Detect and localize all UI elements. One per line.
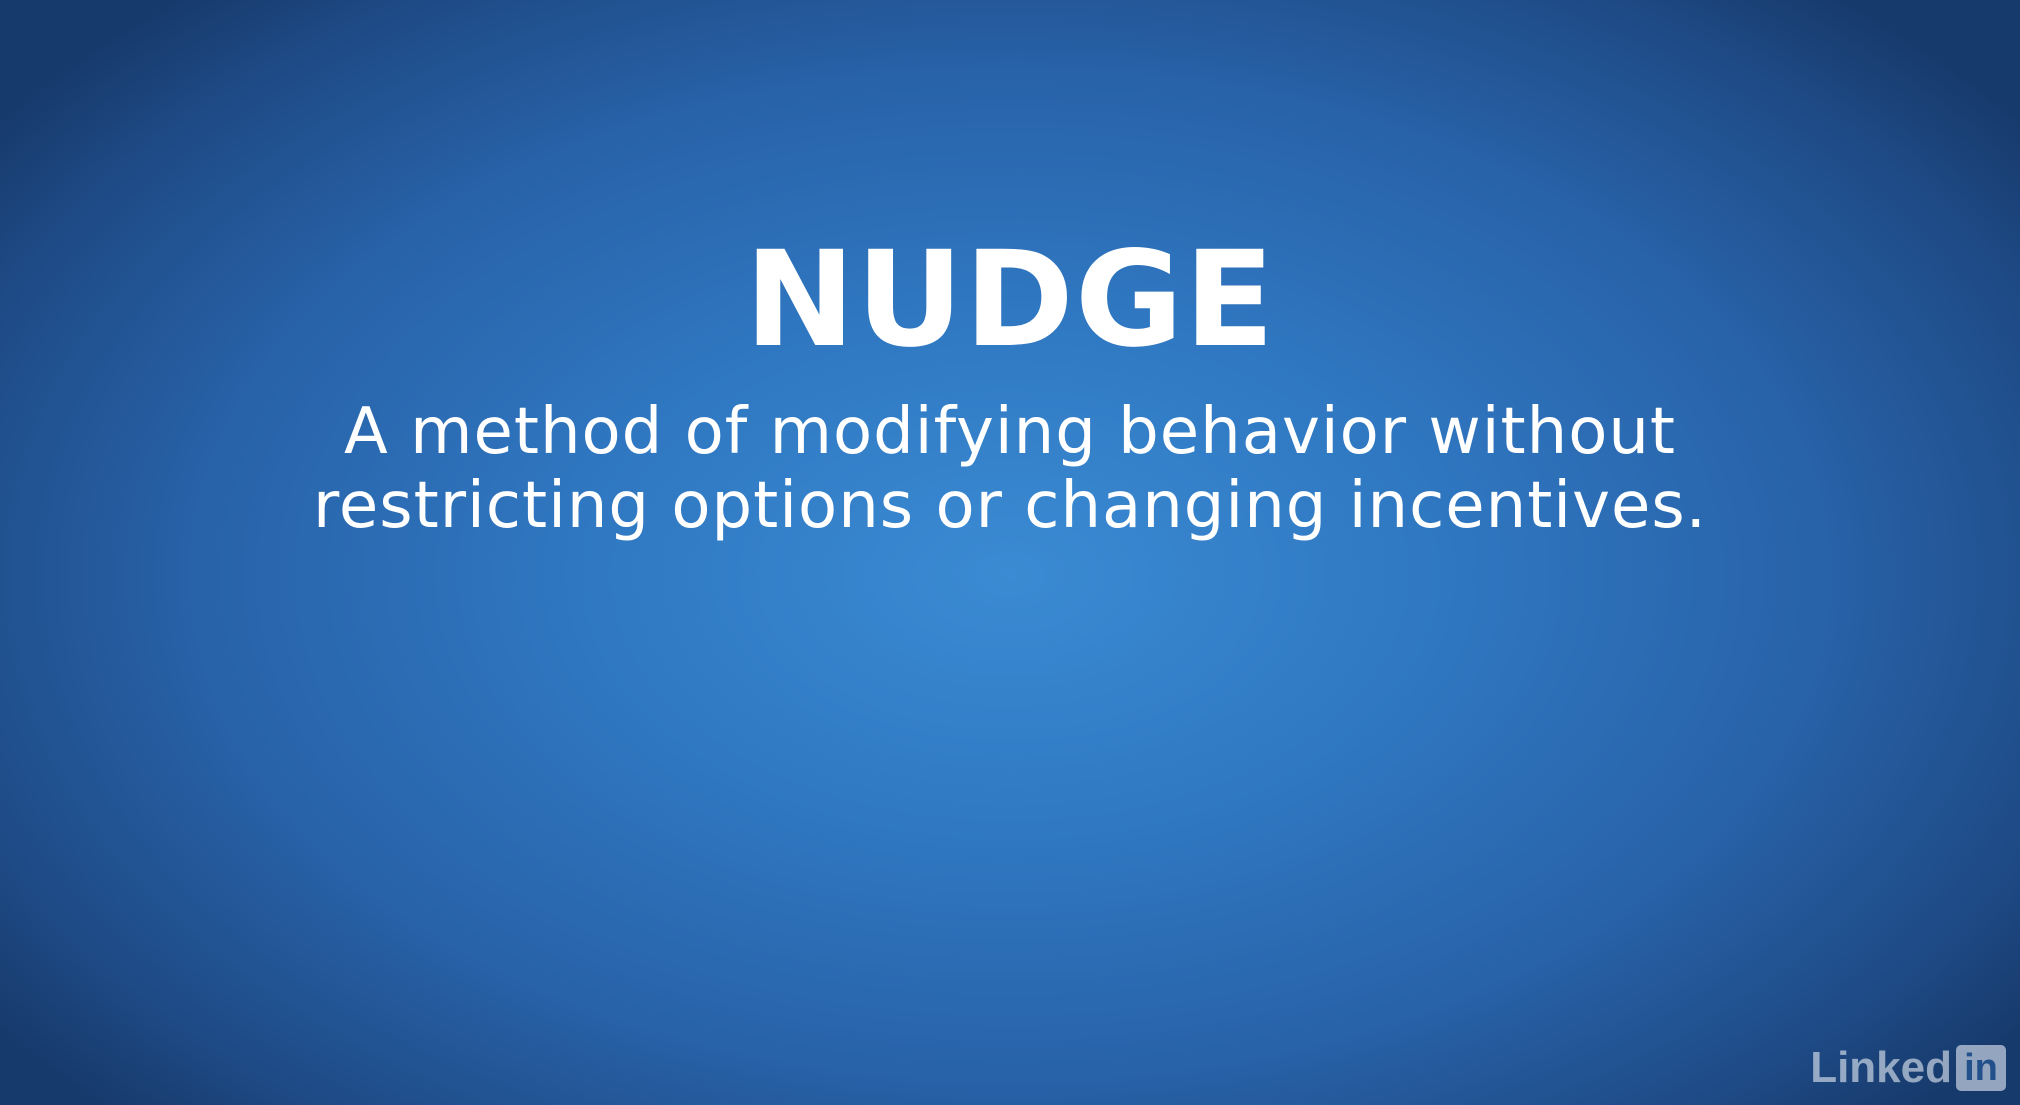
slide-subtitle: A method of modifying behavior without r… <box>0 395 2020 543</box>
slide-title: NUDGE <box>744 223 1276 377</box>
watermark-box-text: in <box>1964 1047 1998 1089</box>
subtitle-line-1: A method of modifying behavior without <box>344 395 1676 469</box>
watermark-text: Linked <box>1810 1043 1952 1092</box>
linkedin-logo-icon: Linked in <box>1810 1043 2006 1093</box>
watermark-box: in <box>1956 1045 2006 1091</box>
subtitle-line-2: restricting options or changing incentiv… <box>312 469 1708 543</box>
